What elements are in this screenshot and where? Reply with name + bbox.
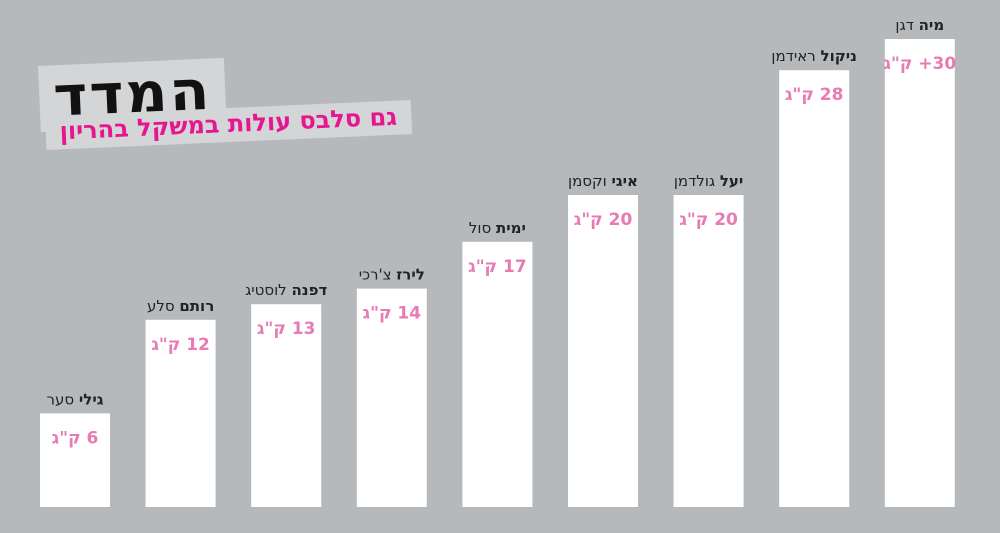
category-label-1: גילי סער [47,390,104,408]
bar-6 [568,195,638,507]
last-name: לוסטיג [245,281,291,299]
bar-2 [145,319,216,507]
last-name: דגן [895,16,918,34]
first-name: ניקול [821,47,857,65]
last-name: סער [47,390,79,408]
bar-1 [40,413,110,507]
value-label-9: 30+ ק"ג [883,54,956,74]
bar-5 [462,241,533,508]
category-label-3: דפנה לוסטיג [245,281,327,299]
value-label-3: 13 ק"ג [257,319,316,339]
first-name: גילי [79,390,104,408]
last-name: סלע [147,297,179,315]
value-label-8: 28 ק"ג [785,85,844,105]
value-label-6: 20 ק"ג [574,210,633,230]
last-name: צ'רכי [359,266,397,284]
category-label-5: ימית סול [469,219,526,237]
first-name: ימית [496,219,526,237]
category-label-6: איגי וקסמן [568,172,638,190]
category-label-7: יעל גולדמן [674,172,744,190]
bar-4 [356,288,427,507]
first-name: דפנה [291,281,327,299]
value-label-4: 14 ק"ג [363,304,422,324]
category-label-8: ניקול ראידמן [771,47,857,65]
bar-3 [251,304,322,507]
last-name: סול [469,219,496,237]
value-label-7: 20 ק"ג [679,210,738,230]
value-label-1: 6 ק"ג [52,428,99,448]
last-name: ראידמן [771,47,820,65]
first-name: יעל [720,172,743,190]
last-name: גולדמן [674,172,720,190]
value-label-5: 17 ק"ג [468,257,527,277]
value-label-2: 12 ק"ג [151,335,210,355]
category-label-4: לירז צ'רכי [359,266,425,284]
first-name: רותם [179,297,214,315]
bar-7 [673,195,744,507]
first-name: איגי [612,172,638,190]
bar-9 [884,39,955,507]
first-name: לירז [396,266,425,284]
bar-8 [779,70,850,507]
first-name: מיה [919,16,945,34]
last-name: וקסמן [568,172,612,190]
category-label-9: מיה דגן [895,16,944,34]
category-label-2: רותם סלע [147,297,214,315]
